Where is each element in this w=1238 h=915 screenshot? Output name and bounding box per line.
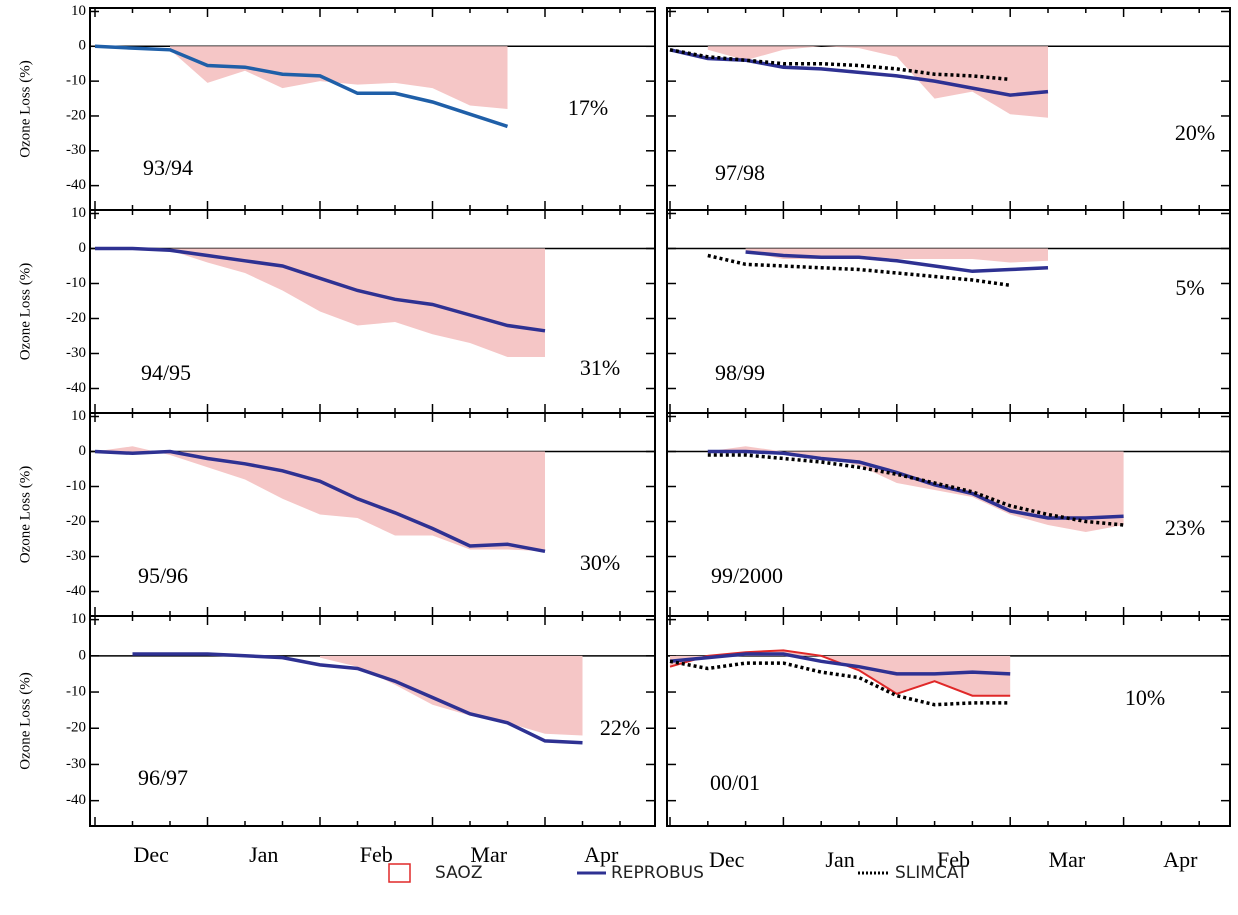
reprobus-line: [94, 44, 509, 129]
y-tick-label: 0: [79, 647, 87, 663]
x-tick-label: Apr: [584, 842, 619, 867]
y-axis-label: Ozone Loss (%): [17, 672, 33, 769]
loss-annotation: 22%: [600, 715, 640, 740]
x-tick-label: Dec: [134, 842, 170, 867]
saoz-area: [170, 46, 508, 109]
season-label: 99/2000: [711, 563, 783, 588]
y-axis-label: Ozone Loss (%): [17, 466, 33, 563]
y-tick-label: -20: [66, 513, 86, 529]
y-axis-label: Ozone Loss (%): [17, 60, 33, 157]
legend-label: SAOZ: [435, 863, 482, 883]
loss-annotation: 31%: [580, 355, 620, 380]
y-tick-label: -40: [66, 177, 86, 193]
y-tick-label: -20: [66, 720, 86, 736]
season-label: 94/95: [141, 360, 191, 385]
y-tick-label: 0: [79, 38, 87, 54]
legend-label: REPROBUS: [611, 863, 704, 883]
y-tick-label: 10: [71, 205, 86, 221]
y-tick-label: -10: [66, 478, 86, 494]
y-tick-label: -40: [66, 380, 86, 396]
season-label: 98/99: [715, 360, 765, 385]
reprobus-line: [745, 250, 1049, 274]
season-label: 96/97: [138, 765, 188, 790]
legend-saoz: [388, 863, 411, 883]
loss-annotation: 5%: [1175, 275, 1204, 300]
season-label: 97/98: [715, 160, 765, 185]
y-tick-label: 10: [71, 611, 86, 627]
saoz-area: [170, 248, 545, 357]
loss-annotation: 30%: [580, 550, 620, 575]
y-tick-label: -30: [66, 142, 86, 158]
x-tick-label: Feb: [937, 847, 970, 872]
reprobus-line: [707, 449, 1124, 520]
y-tick-label: -30: [66, 756, 86, 772]
y-tick-label: -40: [66, 792, 86, 808]
reprobus-line: [95, 246, 546, 333]
y-tick-label: -40: [66, 583, 86, 599]
slimcat-line: [707, 253, 1011, 288]
legend-label: SLIMCAT: [895, 863, 968, 883]
y-tick-label: 0: [79, 443, 87, 459]
y-tick-label: -30: [66, 345, 86, 361]
x-tick-label: Dec: [709, 847, 745, 872]
y-tick-label: -10: [66, 73, 86, 89]
y-tick-label: -30: [66, 548, 86, 564]
saoz-area: [320, 655, 583, 736]
season-label: 95/96: [138, 563, 188, 588]
y-tick-label: -20: [66, 310, 86, 326]
loss-annotation: 17%: [568, 95, 608, 120]
x-tick-label: Mar: [470, 842, 507, 867]
reprobus-line: [669, 652, 1011, 676]
saoz-area: [707, 446, 1124, 532]
y-tick-label: -10: [66, 683, 86, 699]
x-tick-label: Jan: [825, 847, 854, 872]
panel-frame: [666, 615, 1231, 827]
loss-annotation: 10%: [1125, 685, 1165, 710]
y-axis-label: Ozone Loss (%): [17, 263, 33, 360]
season-label: 00/01: [710, 770, 760, 795]
loss-annotation: 20%: [1175, 120, 1215, 145]
loss-annotation: 23%: [1165, 515, 1205, 540]
reprobus-line: [94, 449, 546, 554]
season-label: 93/94: [143, 155, 193, 180]
x-tick-label: Jan: [249, 842, 278, 867]
reprobus-line: [132, 652, 583, 745]
saoz-area: [670, 650, 1011, 696]
y-tick-label: 10: [71, 3, 86, 19]
y-tick-label: 10: [71, 408, 86, 424]
reprobus-line: [669, 48, 1049, 97]
y-tick-label: 0: [79, 240, 87, 256]
saoz-area: [95, 446, 545, 552]
x-tick-label: Feb: [360, 842, 393, 867]
x-tick-label: Apr: [1163, 847, 1198, 872]
saoz-area: [707, 46, 1048, 118]
y-tick-label: -10: [66, 275, 86, 291]
x-tick-label: Mar: [1049, 847, 1086, 872]
panel-frame: [89, 615, 656, 827]
y-tick-label: -20: [66, 107, 86, 123]
